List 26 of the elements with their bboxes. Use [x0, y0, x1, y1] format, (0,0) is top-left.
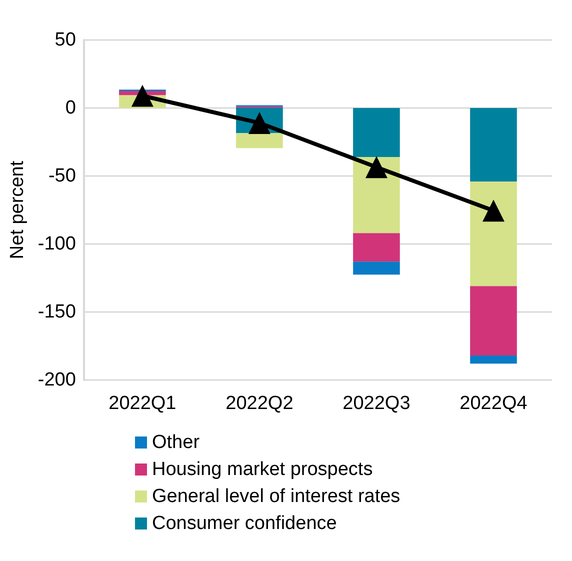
- x-tick-label: 2022Q3: [342, 393, 410, 414]
- point: [131, 84, 154, 107]
- point: [365, 156, 388, 178]
- bar: [470, 108, 517, 182]
- bar: [470, 286, 517, 356]
- legend-label: Other: [152, 432, 200, 453]
- legend-label: Consumer confidence: [152, 513, 337, 534]
- y-tick-label: -200: [38, 370, 76, 390]
- y-tick-label: -150: [38, 302, 76, 322]
- bar: [470, 181, 517, 286]
- y-axis-title: Net percent: [7, 160, 28, 260]
- y-tick-label: 0: [65, 98, 76, 118]
- y-tick-label: 50: [54, 30, 76, 50]
- x-tick-label: 2022Q1: [108, 393, 176, 414]
- x-tick-label: 2022Q4: [460, 393, 528, 414]
- legend-label: General level of interest rates: [152, 486, 400, 507]
- bar: [353, 233, 400, 262]
- point: [482, 200, 504, 222]
- bar: [470, 356, 517, 364]
- y-tick-label: -100: [38, 234, 76, 254]
- x-tick-label: 2022Q2: [226, 393, 294, 414]
- bar: [236, 133, 283, 148]
- y-tick-label: -50: [48, 166, 76, 186]
- legend-label: Housing market prospects: [152, 459, 373, 480]
- bar: [353, 108, 400, 157]
- bar: [353, 262, 400, 275]
